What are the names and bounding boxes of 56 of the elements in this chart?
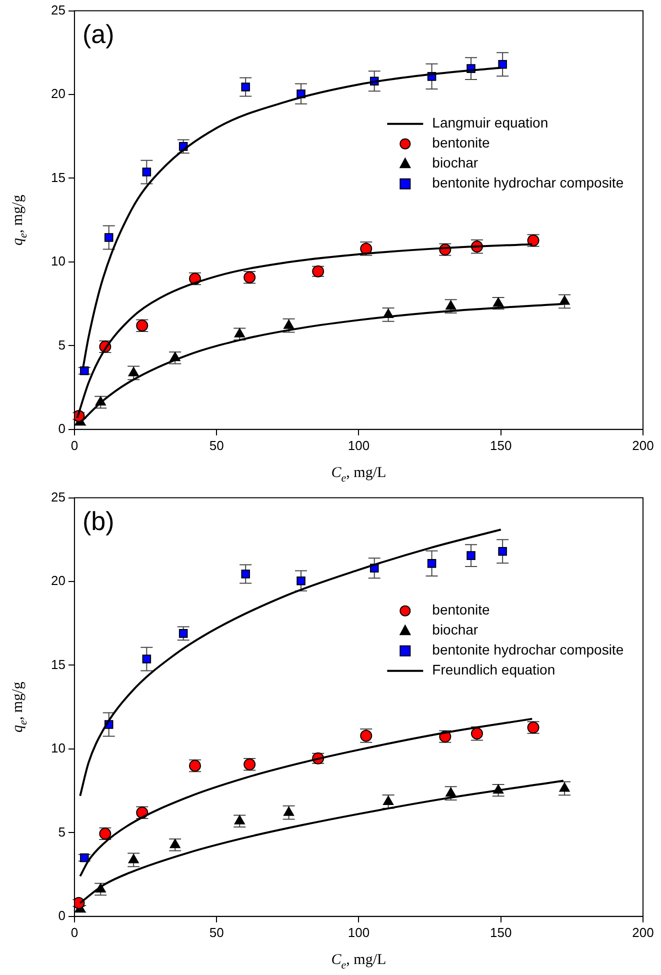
x-tick-label: 100 — [348, 438, 370, 453]
x-tick-label: 50 — [209, 438, 224, 453]
chart-title: (b) — [82, 506, 114, 536]
y-tick-label: 20 — [50, 573, 66, 588]
legend-label: Freundlich equation — [432, 662, 556, 678]
point — [128, 366, 139, 376]
x-tick-label: 150 — [490, 438, 512, 453]
chart-title: (a) — [82, 18, 114, 49]
x-tick-label: 150 — [490, 924, 512, 940]
point — [284, 320, 294, 329]
x-tick-label: 50 — [209, 924, 224, 940]
point — [80, 853, 89, 862]
point — [466, 551, 476, 560]
y-tick-label: 0 — [58, 420, 66, 436]
y-tick-label: 10 — [50, 740, 66, 756]
x-tick-label: 100 — [348, 924, 370, 940]
point — [284, 806, 294, 816]
y-tick-label: 10 — [50, 254, 66, 269]
y-tick-label: 25 — [50, 489, 66, 504]
point — [498, 546, 507, 556]
y-tick-label: 25 — [50, 2, 66, 18]
point — [128, 854, 139, 864]
y-axis-title: qe, mg/g — [10, 194, 30, 246]
legend-label: Langmuir equation — [432, 114, 548, 131]
point — [170, 838, 180, 848]
point — [498, 60, 507, 69]
point — [559, 782, 570, 792]
point — [142, 168, 152, 176]
point — [446, 300, 456, 310]
legend-label: bentonite — [432, 134, 490, 151]
y-tick-label: 15 — [50, 656, 66, 672]
point — [80, 366, 89, 376]
legend-label: bentonite hydrochar composite — [432, 642, 624, 658]
point — [234, 815, 245, 824]
y-tick-label: 15 — [50, 170, 66, 185]
point — [142, 654, 152, 664]
legend-label: biochar — [432, 154, 478, 171]
x-tick-label: 200 — [632, 438, 654, 453]
point — [427, 559, 436, 568]
y-axis-title: qe, mg/g — [10, 681, 30, 732]
y-tick-label: 5 — [58, 824, 66, 840]
point — [446, 787, 456, 797]
y-tick-label: 20 — [50, 86, 66, 102]
point — [383, 796, 394, 805]
legend-label: biochar — [432, 622, 478, 638]
legend-label: bentonite hydrochar composite — [432, 174, 624, 191]
x-tick-label: 200 — [632, 924, 654, 940]
point — [493, 297, 504, 307]
point — [234, 328, 245, 338]
y-tick-label: 0 — [58, 908, 66, 923]
point — [296, 576, 306, 586]
point — [104, 233, 114, 242]
legend-label: bentonite — [432, 602, 490, 618]
y-tick-label: 5 — [58, 337, 66, 352]
x-tick-label: 0 — [70, 438, 78, 453]
x-tick-label: 0 — [70, 924, 78, 940]
